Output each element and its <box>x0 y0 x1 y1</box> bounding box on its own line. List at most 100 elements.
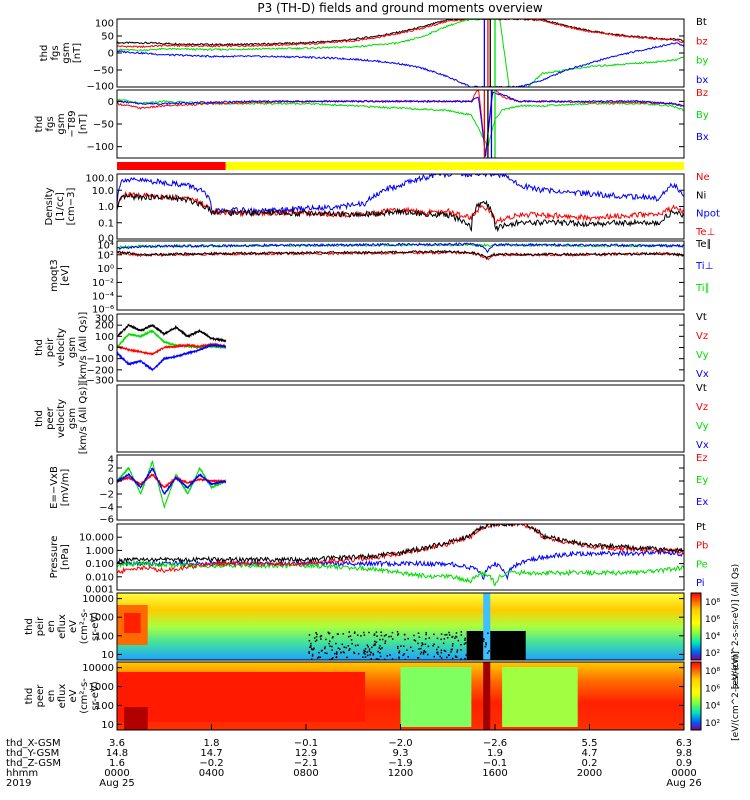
spectrogram-pixel <box>436 648 438 651</box>
spectrogram-pixel <box>331 637 334 639</box>
legend-entry: Ti⊥ <box>695 261 713 272</box>
spectrogram-pixel <box>439 655 441 658</box>
spectrogram-pixel <box>371 646 373 649</box>
spectrogram-pixel <box>451 636 453 638</box>
series-line-red <box>117 250 684 261</box>
spectrogram-pixel <box>437 646 440 648</box>
spectrogram-pixel <box>424 651 427 653</box>
spectrogram-pixel <box>483 638 485 640</box>
spectrogram-pixel <box>440 651 443 654</box>
spectrogram-pixel <box>388 635 390 638</box>
legend-entry: by <box>696 56 708 67</box>
spectrogram-pixel <box>373 640 376 643</box>
spectrogram-pixel <box>406 649 408 651</box>
spectrogram-pixel <box>353 632 356 634</box>
legend-entry: Ti∥ <box>695 283 710 294</box>
spectrogram-pixel <box>341 643 344 646</box>
y-tick-label: 4 <box>108 455 114 466</box>
y-axis-label: sr-eV) <box>90 681 101 710</box>
panel-pressure: 10.000 1.000 0.100 0.010 0.001 Pressure [nPa] P… <box>49 522 708 596</box>
x-row-value: −0.1 <box>294 738 318 749</box>
legend-entry: Vt <box>696 312 707 323</box>
y-axis-label: gsm <box>67 408 78 429</box>
spectrogram-pixel <box>417 632 420 634</box>
spectrogram-pixel <box>404 658 407 660</box>
panel-density: 100.010.0 1.0 0.1 0.0 Density [1/cc] [cm−3] Ne N… <box>44 172 720 245</box>
spectrogram-pixel <box>391 658 394 660</box>
spectrogram-pixel <box>433 655 436 658</box>
y-axis-label: thd <box>24 618 35 635</box>
spectrogram-pixel <box>455 656 458 658</box>
legend-entry: bx <box>696 75 708 86</box>
spectrogram-pixel <box>494 645 497 647</box>
spectrogram-pixel <box>460 631 463 633</box>
spectrogram-pixel <box>310 646 312 648</box>
spectrogram-pixel <box>334 652 336 655</box>
spectrogram-pixel <box>425 631 427 634</box>
spectrogram-pixel <box>308 639 311 642</box>
spectrogram-pixel <box>354 631 356 633</box>
spectrogram-pixel <box>454 655 457 657</box>
spectrogram-pixel <box>362 656 364 658</box>
spectrogram-pixel <box>310 648 313 650</box>
spectrogram-pixel <box>364 647 367 650</box>
spectrogram-pixel <box>414 640 417 642</box>
spectrogram-pixel <box>308 651 310 653</box>
panel-data <box>117 242 684 261</box>
spectrogram-pixel <box>482 638 484 641</box>
spectrogram-pixel <box>440 633 443 635</box>
legend-entry: Vy <box>696 350 709 361</box>
spectrogram-pixel <box>476 646 479 648</box>
spectrogram-pixel <box>345 646 347 649</box>
panel-frame <box>116 173 685 240</box>
x-row-value: −1.9 <box>388 758 412 769</box>
spectrogram-pixel <box>384 640 387 642</box>
y-tick-label: 10 <box>101 720 114 731</box>
legend-entry: Ni <box>696 190 706 201</box>
spectrogram-pixel <box>311 653 314 656</box>
spectrogram-pixel <box>329 658 331 660</box>
spectrogram-pixel <box>460 643 462 646</box>
panel-frame <box>116 592 685 661</box>
y-axis-label: en <box>46 620 57 633</box>
panel-data <box>117 524 684 587</box>
spectrogram-pixel <box>477 641 479 644</box>
spectrogram-pixel <box>472 643 474 645</box>
y-tick-label: 10⁻² <box>92 278 114 289</box>
spectrogram-pixel <box>466 642 469 644</box>
spectrogram-pixel <box>466 653 468 656</box>
spectrogram-pixel <box>368 648 371 650</box>
spectrogram-patch <box>502 667 578 727</box>
spectrogram-pixel <box>444 634 446 636</box>
spectrogram-pixel <box>421 642 423 644</box>
spectrogram-pixel <box>440 657 443 659</box>
spectrogram-pixel <box>363 652 365 654</box>
spectrogram-pixel <box>475 640 477 643</box>
spectrogram-pixel <box>455 632 458 634</box>
spectrogram-pixel <box>324 652 326 654</box>
panel-data <box>117 323 227 372</box>
series-line-blue <box>117 174 684 215</box>
x-row-value: 4.7 <box>582 748 598 759</box>
spectrogram-pixel <box>456 651 458 653</box>
series-line-red <box>117 19 684 49</box>
spectrogram-pixel <box>389 654 391 656</box>
spectrogram-pixel <box>349 635 352 637</box>
spectrogram-pixel <box>487 632 489 635</box>
spectrogram-pixel <box>451 645 454 647</box>
spectrogram-pixel <box>327 631 330 634</box>
spectrogram-pixel <box>448 631 450 634</box>
spectrogram-pixel <box>463 643 466 645</box>
spectrogram-pixel <box>308 634 311 636</box>
spectrogram-pixel <box>366 651 368 653</box>
y-axis-label: fgs <box>45 116 56 131</box>
spectrogram-pixel <box>451 657 454 660</box>
spectrogram-pixel <box>484 645 487 648</box>
y-axis-label: peer <box>45 406 56 430</box>
panel-data <box>117 174 684 233</box>
spectrogram-patch <box>483 593 491 660</box>
spectrogram-pixel <box>329 640 331 643</box>
spectrogram-pixel <box>318 651 320 654</box>
y-tick-label: 0.0 <box>98 234 114 245</box>
